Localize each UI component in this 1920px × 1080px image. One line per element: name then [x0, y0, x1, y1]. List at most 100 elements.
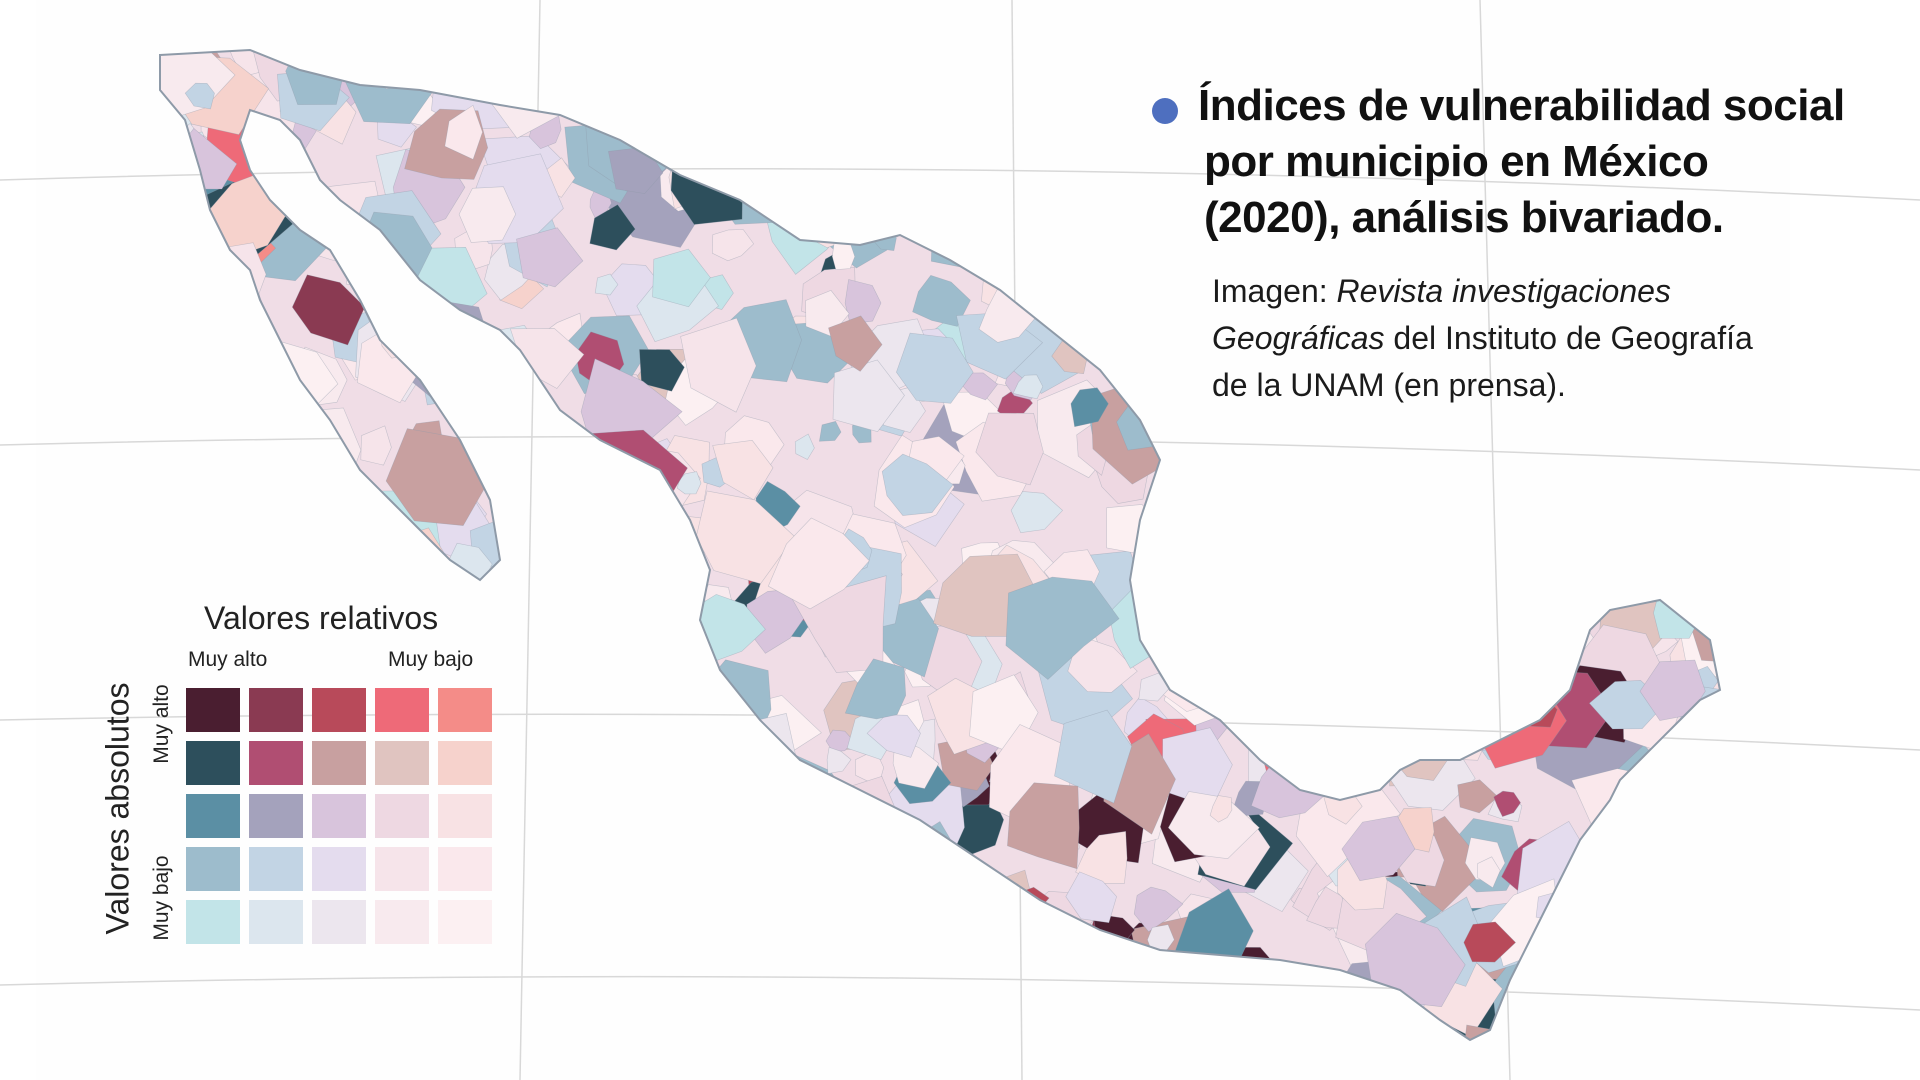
title-line-1: Índices de vulnerabilidad social [1198, 81, 1845, 130]
municipality-patch [907, 990, 980, 1040]
municipality-patch [1429, 512, 1480, 558]
legend-cell [312, 900, 366, 944]
credit-journal-2: Geográficas [1212, 320, 1385, 356]
legend-cell [312, 794, 366, 838]
municipality-patch [1535, 891, 1564, 921]
municipality-patch [1104, 141, 1163, 183]
municipality-patch [1457, 779, 1499, 814]
municipality-patch [1012, 165, 1042, 192]
municipality-patch [826, 747, 852, 774]
municipality-patch [1600, 849, 1659, 913]
municipality-patch [168, 981, 261, 1040]
municipality-patch [1137, 235, 1224, 332]
municipality-patch [1072, 986, 1136, 1040]
municipality-patch [690, 973, 773, 1040]
municipality-patch [1156, 1017, 1211, 1040]
legend-cell [438, 794, 492, 838]
municipality-patch [160, 474, 177, 553]
municipality-patch [1675, 831, 1720, 897]
municipality-patch [807, 50, 887, 108]
municipality-patch [816, 50, 876, 121]
municipality-patch [184, 82, 215, 110]
municipality-patch [360, 425, 392, 466]
municipality-patch [711, 229, 755, 262]
municipality-patch [1084, 61, 1135, 107]
municipality-patch [160, 443, 186, 511]
municipality-patch [562, 50, 606, 82]
municipality-patch [444, 351, 490, 391]
municipality-patch [596, 981, 667, 1040]
municipality-patch [1209, 795, 1233, 823]
municipality-patch [533, 928, 582, 982]
municipality-patch [620, 746, 687, 810]
municipality-patch [702, 869, 731, 888]
municipality-patch [1028, 54, 1091, 133]
municipality-patch [1355, 544, 1455, 641]
municipality-patch [1010, 491, 1064, 534]
municipality-patch [1231, 432, 1322, 498]
municipality-patch [530, 737, 567, 780]
municipality-patch [748, 755, 789, 797]
municipality-patch [258, 464, 314, 514]
municipality-patch [912, 275, 971, 327]
municipality-patch [558, 955, 616, 1016]
municipality-patch [1571, 935, 1608, 974]
municipality-patch [698, 659, 772, 759]
municipality-patch [1615, 545, 1643, 580]
municipality-patch [268, 407, 362, 501]
municipality-patch [410, 326, 469, 375]
municipality-patch [613, 556, 658, 600]
municipality-patch [1067, 635, 1138, 693]
municipality-patch [652, 248, 711, 308]
municipality-patch [896, 332, 974, 404]
municipality-patch [1479, 515, 1568, 615]
municipality-patch [1706, 545, 1720, 592]
municipality-patch [1007, 782, 1080, 870]
municipality-patch [982, 134, 1047, 199]
municipality-patch [1095, 50, 1196, 153]
municipality-patch [794, 433, 815, 460]
municipality-patch [1014, 50, 1126, 132]
legend-column-axis-title: Valores relativos [204, 600, 439, 636]
municipality-patch [1220, 552, 1313, 644]
municipality-patch [813, 53, 860, 100]
municipality-patch [928, 883, 1004, 959]
municipality-patch [543, 752, 569, 778]
municipality-patch [1477, 856, 1501, 889]
municipality-patch [316, 954, 401, 1026]
municipality-patch [1697, 719, 1720, 787]
municipality-patch [1493, 790, 1521, 817]
municipality-patch [1147, 468, 1247, 541]
municipality-patch [844, 279, 882, 325]
municipality-patch [1272, 553, 1341, 629]
municipality-patch [630, 608, 680, 654]
municipality-patch [975, 210, 1045, 272]
municipality-patch [699, 50, 755, 96]
municipality-patch [741, 953, 815, 1040]
municipality-patch [774, 858, 826, 903]
municipality-patch [436, 1016, 483, 1040]
municipality-patch [783, 131, 839, 189]
municipality-patch [1202, 635, 1254, 680]
municipality-patch [622, 50, 674, 78]
municipality-patch [1338, 567, 1384, 613]
municipality-patch [556, 741, 650, 821]
municipality-patch [168, 442, 197, 473]
municipality-patch [640, 748, 690, 798]
municipality-patch [1141, 349, 1176, 382]
legend-cell [186, 794, 240, 838]
image-credit: Imagen: Revista investigaciones Geográfi… [1212, 268, 1772, 409]
municipality-patch [1019, 159, 1057, 192]
municipality-patch [860, 962, 886, 991]
municipality-patch [795, 912, 890, 998]
municipality-patch [1422, 400, 1507, 466]
municipality-patch [588, 528, 636, 580]
legend-cell [249, 741, 303, 785]
municipality-patch [188, 242, 267, 308]
municipality-patch [592, 642, 656, 717]
legend-cell [249, 847, 303, 891]
municipality-patch [554, 899, 597, 941]
municipality-patch [1336, 696, 1395, 755]
municipality-patch [458, 186, 517, 243]
municipality-patch [839, 896, 898, 959]
